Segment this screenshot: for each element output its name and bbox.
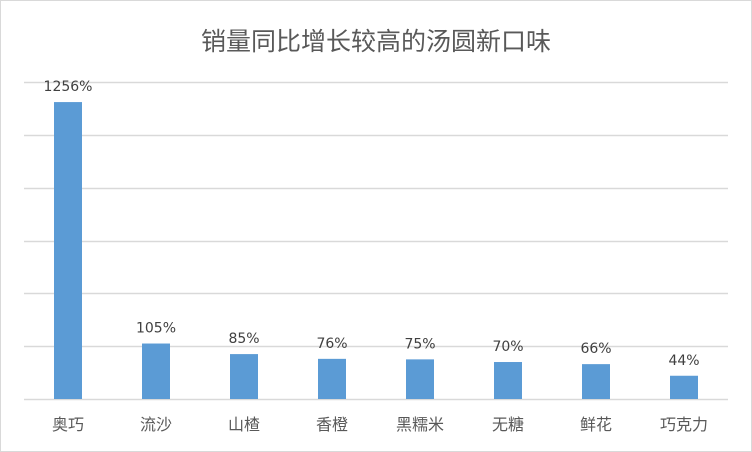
category-label: 奥巧 — [52, 415, 84, 434]
category-label: 香橙 — [316, 415, 348, 434]
data-label: 66% — [580, 341, 611, 357]
category-label: 流沙 — [140, 415, 172, 434]
data-label: 105% — [136, 321, 176, 337]
bar — [230, 354, 258, 399]
data-label: 70% — [492, 339, 523, 355]
category-label: 山楂 — [228, 415, 260, 434]
bar — [54, 102, 82, 400]
bar — [406, 359, 434, 399]
category-label: 巧克力 — [660, 415, 708, 434]
data-label: 1256% — [44, 79, 93, 95]
category-label: 无糖 — [492, 415, 524, 434]
bar — [582, 364, 610, 399]
data-label: 85% — [228, 331, 259, 347]
category-label: 黑糯米 — [396, 415, 444, 434]
bar — [318, 358, 346, 399]
data-label: 75% — [404, 336, 435, 352]
bar — [670, 375, 698, 399]
chart-title: 销量同比增长较高的汤圆新口味 — [201, 27, 551, 56]
bar — [142, 343, 170, 399]
category-label: 鲜花 — [580, 415, 612, 434]
data-label: 44% — [668, 353, 699, 369]
data-label: 76% — [316, 336, 347, 352]
bar — [494, 362, 522, 399]
